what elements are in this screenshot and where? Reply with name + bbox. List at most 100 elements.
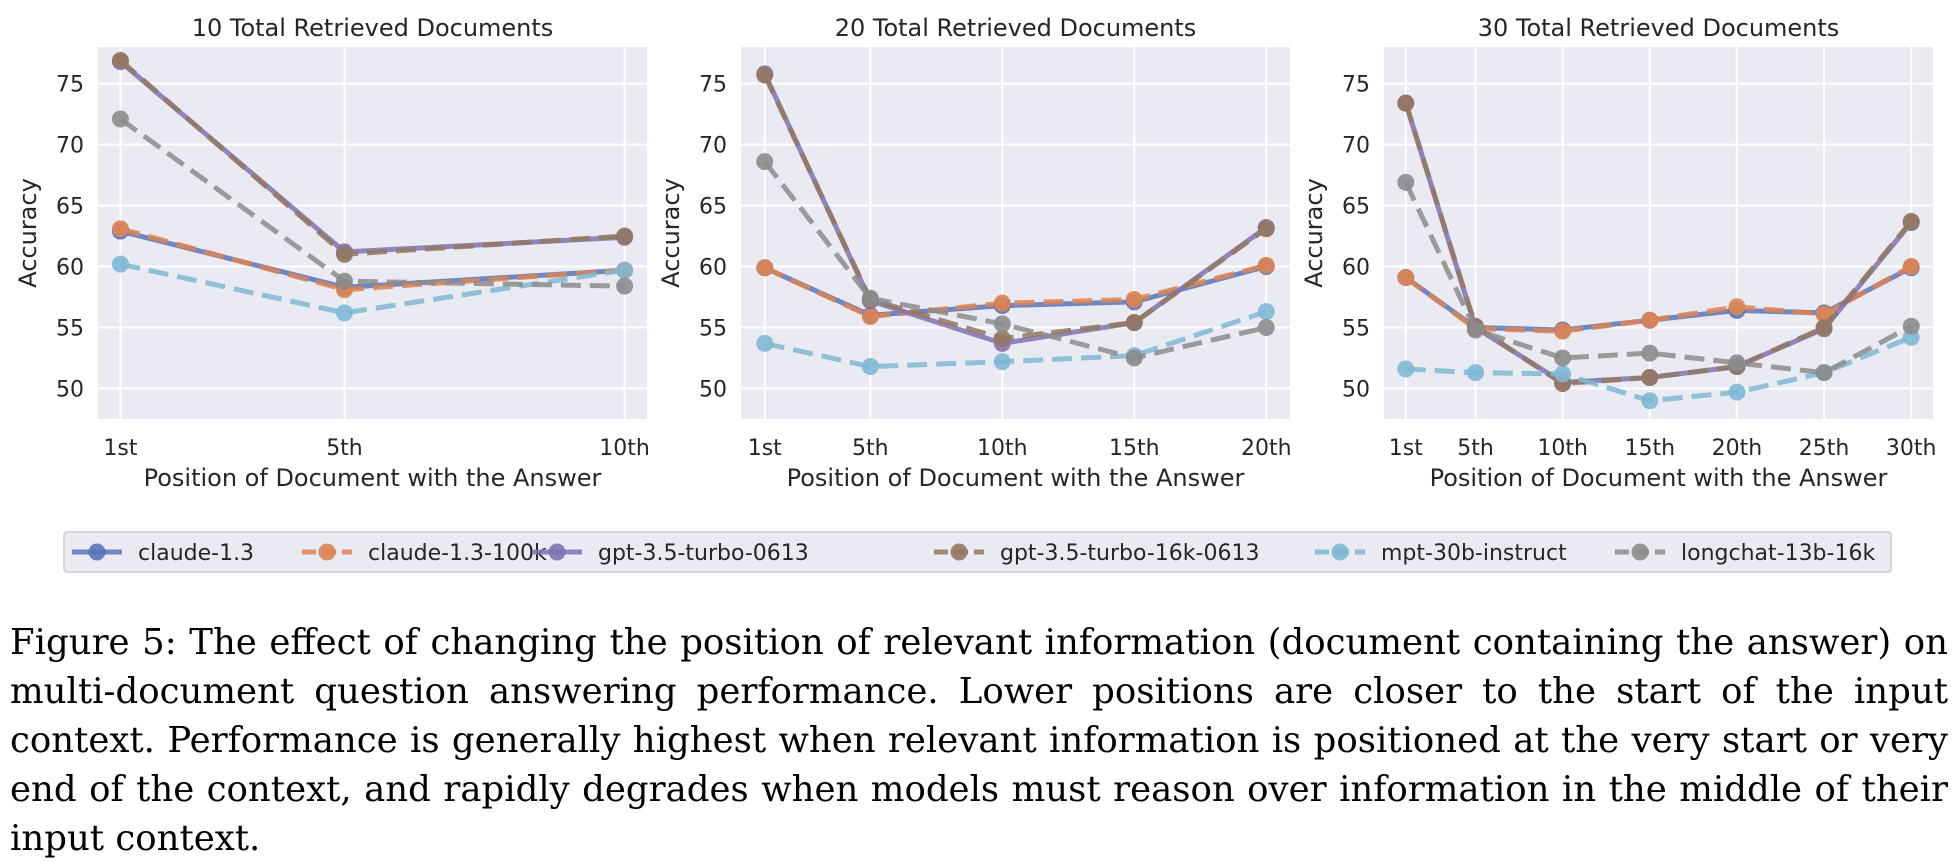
y-tick-label: 75	[56, 73, 84, 98]
figure: 50 55 60 65 70 75 1st 5th 10th 10 Total Retrieved…	[14, 14, 1937, 573]
data-point	[335, 245, 353, 263]
data-point	[993, 353, 1011, 371]
data-point	[1554, 322, 1572, 340]
legend-item: claude-1.3	[72, 541, 254, 566]
data-point	[1397, 269, 1415, 287]
x-tick-label: 1st	[1389, 436, 1423, 461]
data-point	[993, 294, 1011, 312]
data-point	[1815, 319, 1833, 337]
legend-label: gpt-3.5-turbo-16k-0613	[1000, 541, 1259, 566]
y-tick-label: 65	[56, 195, 84, 220]
legend-item: mpt-30b-instruct	[1315, 541, 1567, 566]
data-point	[756, 153, 774, 171]
data-point	[111, 51, 129, 69]
data-point	[335, 272, 353, 290]
data-point	[1641, 369, 1659, 387]
y-tick-label: 55	[699, 317, 727, 342]
chart-panel-1: 50 55 60 65 70 75 1st 5th 10th 10 Total Retrieved…	[14, 14, 650, 492]
series-longchat-13b-16k	[1397, 173, 1920, 382]
x-tick-label: 1st	[103, 436, 137, 461]
x-tick-label: 15th	[1624, 436, 1675, 461]
y-tick-label: 70	[1342, 134, 1370, 159]
chart-panel-3: 50 55 60 65 70 75 1st 5th 10th 15th 20th 25th 30th 30…	[1300, 14, 1937, 492]
legend-label: longchat-13b-16k	[1681, 541, 1875, 566]
legend-item: gpt-3.5-turbo-0613	[532, 541, 809, 566]
x-axis-label: Position of Document with the Answer	[787, 464, 1245, 492]
x-tick-label: 5th	[326, 436, 363, 461]
series-longchat-13b-16k	[111, 110, 634, 295]
y-tick-label: 50	[56, 378, 84, 403]
series-line	[119, 261, 625, 316]
chart-title: 10 Total Retrieved Documents	[192, 14, 554, 42]
series-mpt-30b-instruct	[111, 255, 634, 322]
data-point	[1257, 220, 1275, 238]
x-tick-label: 10th	[599, 436, 650, 461]
data-point	[1815, 305, 1833, 323]
data-point	[1125, 349, 1143, 367]
plot-background	[741, 47, 1290, 419]
x-tick-label: 1st	[748, 436, 782, 461]
chart-panels: 50 55 60 65 70 75 1st 5th 10th 10 Total Retrieved…	[14, 14, 1937, 492]
data-point	[1554, 349, 1572, 367]
data-point	[1257, 256, 1275, 274]
y-tick-label: 65	[699, 195, 727, 220]
y-tick-label: 60	[1342, 256, 1370, 281]
legend-label: gpt-3.5-turbo-0613	[598, 541, 809, 566]
data-point	[1554, 365, 1572, 383]
data-point	[861, 358, 879, 376]
y-tick-label: 60	[699, 256, 727, 281]
data-point	[756, 259, 774, 277]
data-point	[335, 304, 353, 322]
data-point	[1641, 392, 1659, 410]
data-point	[616, 261, 634, 279]
legend-label: mpt-30b-instruct	[1381, 541, 1567, 566]
x-tick-label: 5th	[1457, 436, 1494, 461]
data-point	[993, 330, 1011, 348]
x-tick-label: 10th	[1537, 436, 1588, 461]
data-point	[616, 227, 634, 245]
data-point	[1815, 364, 1833, 382]
y-tick-label: 75	[699, 73, 727, 98]
x-tick-label: 30th	[1886, 436, 1937, 461]
data-point	[756, 66, 774, 84]
data-point	[1397, 173, 1415, 191]
data-point	[111, 255, 129, 273]
y-tick-label: 70	[699, 134, 727, 159]
legend-label: claude-1.3-100k	[368, 541, 547, 566]
data-point	[1397, 94, 1415, 112]
data-point	[1467, 321, 1484, 339]
y-tick-label: 65	[1342, 195, 1370, 220]
data-point	[861, 289, 879, 307]
data-point	[1125, 290, 1143, 308]
data-point	[111, 220, 129, 238]
x-axis-label: Position of Document with the Answer	[144, 464, 602, 492]
data-point	[1641, 344, 1659, 362]
legend-marker	[548, 543, 566, 561]
data-point	[1467, 364, 1484, 382]
y-axis-label: Accuracy	[657, 178, 685, 288]
chart-panel-2: 50 55 60 65 70 75 1st 5th 10th 15th 20th 20 Total R…	[657, 14, 1292, 492]
x-tick-label: 10th	[977, 436, 1028, 461]
legend-marker	[1331, 543, 1349, 561]
legend-marker	[950, 543, 968, 561]
y-tick-label: 50	[1342, 378, 1370, 403]
y-tick-label: 55	[1342, 317, 1370, 342]
data-point	[993, 315, 1011, 333]
x-axis-label: Position of Document with the Answer	[1430, 464, 1888, 492]
legend-marker	[88, 543, 106, 561]
data-point	[756, 334, 774, 352]
legend-item: gpt-3.5-turbo-16k-0613	[934, 541, 1259, 566]
data-point	[1257, 303, 1275, 321]
data-point	[861, 308, 879, 326]
legend: claude-1.3 claude-1.3-100k gpt-3.5-turbo-0…	[63, 531, 1892, 573]
x-tick-label: 15th	[1109, 436, 1160, 461]
y-tick-label: 55	[56, 317, 84, 342]
data-point	[1728, 354, 1746, 372]
data-point	[616, 277, 634, 295]
data-point	[1728, 298, 1746, 316]
data-point	[1902, 317, 1920, 335]
x-tick-label: 20th	[1712, 436, 1763, 461]
plot-background	[98, 47, 647, 419]
x-tick-label: 5th	[852, 436, 889, 461]
legend-item: claude-1.3-100k	[302, 541, 547, 566]
